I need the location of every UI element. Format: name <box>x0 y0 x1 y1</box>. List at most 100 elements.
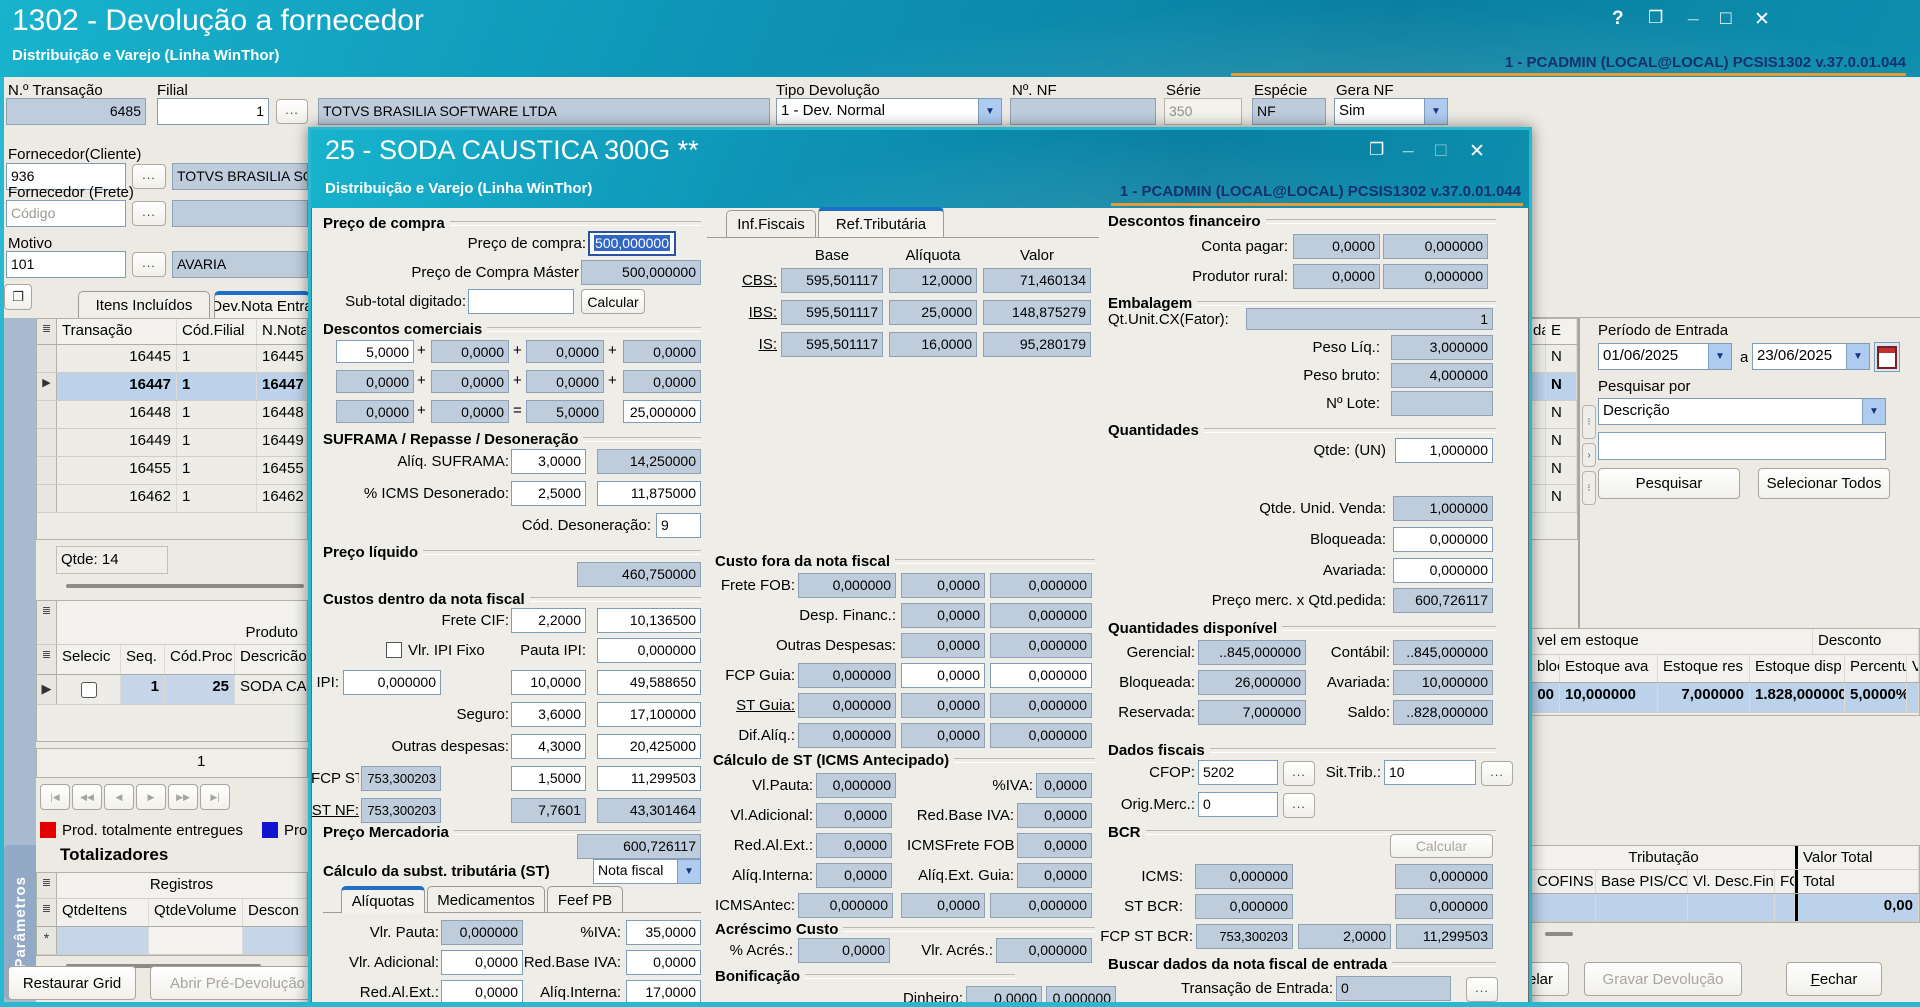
desconto-1-input[interactable]: 5,0000 <box>336 340 414 363</box>
splitter-arrow-icon[interactable]: › <box>1582 443 1596 467</box>
chevron-down-icon[interactable]: ▼ <box>978 99 1001 124</box>
nav-fast-next-button[interactable]: ▶▶ <box>168 784 198 810</box>
search-input[interactable] <box>1598 432 1886 460</box>
h-scrollbar[interactable] <box>66 584 304 588</box>
chevron-down-icon[interactable]: ▼ <box>1862 399 1885 424</box>
pauta-ipi-input[interactable]: 0,000000 <box>597 638 701 663</box>
fornecedor-frete-field[interactable]: Código <box>6 200 126 227</box>
cfop-input[interactable]: 5202 <box>1198 760 1278 785</box>
bloqueada-input[interactable]: 0,000000 <box>1393 527 1493 552</box>
fcp-st-valor-input[interactable]: 11,299503 <box>597 766 701 791</box>
fcp-guia-pct-input[interactable]: 0,0000 <box>901 663 985 688</box>
bcr-calcular-button[interactable]: Calcular <box>1390 834 1493 858</box>
col-transacao[interactable]: Transação <box>57 319 177 344</box>
table-row[interactable]: 16462 1 16462 <box>37 485 307 513</box>
motivo-lookup-button[interactable]: ... <box>132 252 166 277</box>
data-inicial-picker[interactable]: 01/06/2025 ▼ <box>1598 343 1732 370</box>
col-v[interactable]: V <box>1907 655 1919 682</box>
col-selecionado[interactable]: Selecic <box>57 645 121 674</box>
maximize-icon[interactable]: □ <box>1435 140 1447 161</box>
tab-feef-pb[interactable]: Feef PB <box>547 886 623 913</box>
cbs-link[interactable]: CBS: <box>741 272 777 289</box>
outras-despesas-valor-input[interactable]: 20,425000 <box>597 734 701 759</box>
icms-desonerado-valor-input[interactable]: 11,875000 <box>597 481 701 506</box>
cod-desoneracao-input[interactable]: 9 <box>656 513 701 538</box>
sit-trib-lookup-button[interactable]: ... <box>1481 761 1513 786</box>
col-qtdevolume[interactable]: QtdeVolume <box>149 899 243 926</box>
avariada-input[interactable]: 0,000000 <box>1393 558 1493 583</box>
restore-icon[interactable]: ❐ <box>1369 140 1385 159</box>
splitter-dots-icon[interactable]: ⁝ <box>1582 471 1596 505</box>
help-icon[interactable]: ? <box>1612 8 1624 29</box>
is-link[interactable]: IS: <box>758 336 777 353</box>
filial-lookup-button[interactable]: ... <box>276 99 308 124</box>
orig-merc-input[interactable]: 0 <box>1198 792 1278 817</box>
seguro-pct-input[interactable]: 3,6000 <box>511 702 586 727</box>
col-descricao[interactable]: Descricão <box>235 645 307 674</box>
restore-icon[interactable]: ❐ <box>1648 8 1664 27</box>
st-nf-link[interactable]: ST NF: <box>311 802 359 819</box>
vlr-adicional-input[interactable]: 0,0000 <box>441 950 523 975</box>
tab-inf-fiscais[interactable]: Inf.Fiscais <box>726 210 816 237</box>
splitter[interactable] <box>1578 318 1580 712</box>
col-estoque-bloq[interactable]: bloc <box>1532 655 1560 682</box>
nav-first-button[interactable]: |◀ <box>40 784 70 810</box>
ipi-total-input[interactable]: 49,588650 <box>597 670 701 695</box>
tipo-devolucao-select[interactable]: 1 - Dev. Normal ▼ <box>776 98 1002 125</box>
selecionar-todos-button[interactable]: Selecionar Todos <box>1758 468 1890 499</box>
sit-trib-input[interactable]: 10 <box>1384 760 1476 785</box>
orig-merc-lookup-button[interactable]: ... <box>1283 793 1315 818</box>
chevron-down-icon[interactable]: ▼ <box>1846 344 1869 369</box>
filial-field[interactable]: 1 <box>157 98 269 125</box>
nav-next-button[interactable]: ▶ <box>136 784 166 810</box>
tab-aliquotas[interactable]: Alíquotas <box>341 886 425 913</box>
data-final-picker[interactable]: 23/06/2025 ▼ <box>1752 343 1870 370</box>
red-base-iva-input[interactable]: 0,0000 <box>626 950 701 975</box>
motivo-field[interactable]: 101 <box>6 251 126 278</box>
col-cod-prod[interactable]: Cód.Proc <box>165 645 235 674</box>
col-estoque-ava[interactable]: Estoque ava <box>1560 655 1658 682</box>
h-scrollbar[interactable] <box>1545 932 1573 936</box>
gera-nf-select[interactable]: Sim ▼ <box>1334 98 1448 125</box>
close-icon[interactable]: ✕ <box>1754 9 1770 30</box>
nav-prev-button[interactable]: ◀ <box>104 784 134 810</box>
subtotal-input[interactable] <box>468 289 574 314</box>
col-cod-filial[interactable]: Cód.Filial <box>177 319 257 344</box>
fcp-st-pct-input[interactable]: 1,5000 <box>511 766 586 791</box>
seguro-valor-input[interactable]: 17,100000 <box>597 702 701 727</box>
chevron-down-icon[interactable]: ▼ <box>677 860 700 883</box>
table-row-selected[interactable]: ▶ 16447 1 16447 <box>37 373 307 401</box>
cfop-lookup-button[interactable]: ... <box>1283 761 1315 786</box>
col-fc[interactable]: FC <box>1775 870 1795 893</box>
maximize-icon[interactable]: □ <box>1720 8 1732 29</box>
frete-cif-valor-input[interactable]: 10,136500 <box>597 608 701 633</box>
ipi-valor-input[interactable]: 0,000000 <box>343 670 441 695</box>
table-row[interactable]: 16445 1 16445 <box>37 345 307 373</box>
tab-itens-incluidos[interactable]: Itens Incluídos <box>78 291 210 318</box>
pesquisar-button[interactable]: Pesquisar <box>1598 468 1740 499</box>
fornecedor-cliente-lookup-button[interactable]: ... <box>132 164 166 189</box>
table-row-produto[interactable]: ▶ 1 25 SODA CAU <box>37 675 307 705</box>
st-guia-link[interactable]: ST Guia: <box>736 697 795 714</box>
col-base-pis[interactable]: Base PIS/CC <box>1596 870 1688 893</box>
vlr-ipi-fixo-checkbox[interactable] <box>386 642 402 658</box>
table-row[interactable]: 16448 1 16448 <box>37 401 307 429</box>
tab-medicamentos[interactable]: Medicamentos <box>427 886 545 913</box>
calculo-st-select[interactable]: Nota fiscal ▼ <box>593 859 701 884</box>
col-n-nota[interactable]: N.Nota <box>257 319 307 344</box>
calendar-icon[interactable] <box>1874 342 1900 372</box>
col-vl-desc-fin[interactable]: Vl. Desc.Fin. <box>1688 870 1775 893</box>
col-qtdeitens[interactable]: QtdeItens <box>57 899 149 926</box>
nav-last-button[interactable]: ▶| <box>200 784 230 810</box>
minimize-icon[interactable]: _ <box>1688 2 1699 23</box>
close-icon[interactable]: ✕ <box>1469 141 1485 162</box>
fornecedor-cliente-field[interactable]: 936 <box>6 163 126 190</box>
pesquisar-por-select[interactable]: Descrição ▼ <box>1598 398 1886 425</box>
transacao-entrada-lookup-button[interactable]: ... <box>1466 977 1498 1002</box>
minimize-icon[interactable]: _ <box>1403 134 1414 155</box>
ipi-pct-input[interactable]: 10,0000 <box>511 670 586 695</box>
tab-ref-tributaria[interactable]: Ref.Tributária <box>818 207 944 237</box>
restaurar-grid-button[interactable]: Restaurar Grid <box>8 966 136 1000</box>
fcp-guia-valor-input[interactable]: 0,000000 <box>990 663 1092 688</box>
